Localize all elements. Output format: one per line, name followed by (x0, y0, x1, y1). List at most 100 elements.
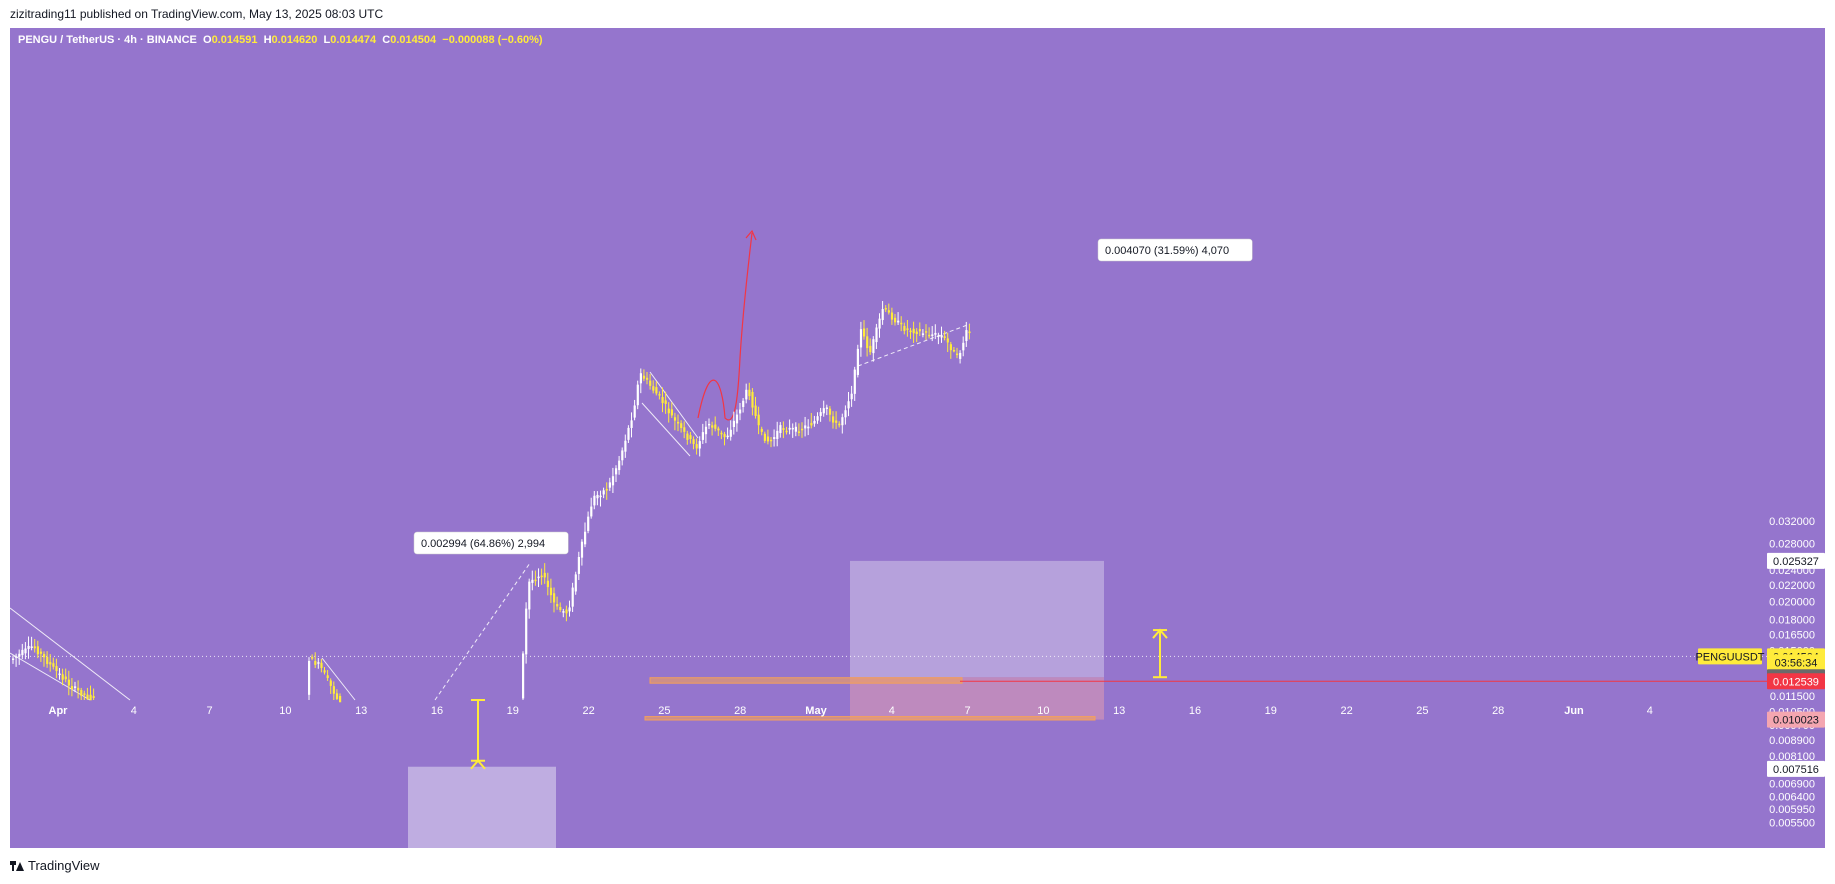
candle-down[interactable] (832, 416, 835, 423)
candle-up[interactable] (602, 490, 605, 495)
candle-down[interactable] (838, 423, 841, 426)
candle-down[interactable] (546, 580, 549, 588)
candle-up[interactable] (773, 437, 776, 439)
candle-up[interactable] (580, 541, 584, 558)
candle-down[interactable] (810, 422, 813, 426)
trend-line[interactable] (857, 323, 971, 367)
measure-box-1[interactable] (408, 766, 556, 848)
candle-up[interactable] (881, 309, 884, 321)
candle-down[interactable] (70, 686, 74, 690)
candle-up[interactable] (522, 653, 525, 699)
candle-up[interactable] (630, 420, 633, 428)
candle-up[interactable] (850, 393, 853, 400)
candle-down[interactable] (695, 444, 698, 449)
support-zone[interactable] (644, 716, 1096, 721)
candle-down[interactable] (968, 331, 971, 334)
candle-up[interactable] (813, 420, 816, 424)
candle-down[interactable] (956, 353, 959, 356)
candle-up[interactable] (739, 409, 742, 414)
candle-up[interactable] (701, 432, 704, 440)
candle-down[interactable] (670, 409, 673, 416)
candle-up[interactable] (841, 417, 844, 426)
tradingview-logo[interactable]: TradingView (10, 858, 100, 873)
candle-up[interactable] (627, 427, 630, 440)
candle-down[interactable] (92, 696, 95, 698)
candle-up[interactable] (937, 335, 940, 338)
candle-up[interactable] (15, 656, 18, 658)
candle-up[interactable] (621, 450, 624, 461)
candle-down[interactable] (828, 408, 832, 415)
candle-up[interactable] (528, 581, 531, 610)
candle-up[interactable] (847, 401, 850, 409)
candle-down[interactable] (320, 662, 323, 668)
candle-down[interactable] (642, 375, 646, 379)
candle-down[interactable] (314, 660, 317, 665)
candle-down[interactable] (556, 604, 559, 607)
candle-up[interactable] (562, 611, 565, 613)
candle-down[interactable] (680, 423, 683, 428)
candle-down[interactable] (36, 646, 39, 655)
candle-up[interactable] (531, 579, 534, 583)
candle-up[interactable] (593, 495, 596, 506)
candle-down[interactable] (77, 687, 80, 691)
candle-down[interactable] (52, 663, 55, 667)
candle-up[interactable] (804, 425, 807, 429)
candle-up[interactable] (615, 468, 618, 475)
candle-down[interactable] (661, 397, 664, 404)
candle-up[interactable] (732, 420, 735, 428)
candle-down[interactable] (33, 646, 36, 649)
trend-line[interactable] (641, 402, 691, 457)
candle-up[interactable] (74, 686, 77, 688)
candle-down[interactable] (64, 676, 67, 680)
candle-up[interactable] (940, 335, 943, 338)
candle-down[interactable] (658, 394, 661, 396)
candle-down[interactable] (763, 433, 766, 441)
candle-up[interactable] (921, 333, 925, 335)
candle-up[interactable] (776, 430, 779, 439)
projected-path[interactable] (697, 232, 753, 421)
candle-up[interactable] (807, 426, 810, 429)
candle-up[interactable] (571, 587, 574, 607)
candle-down[interactable] (915, 331, 918, 335)
candle-down[interactable] (801, 428, 804, 431)
candle-up[interactable] (599, 495, 602, 498)
candle-up[interactable] (18, 653, 21, 657)
candle-down[interactable] (565, 609, 568, 614)
candle-down[interactable] (946, 338, 949, 343)
candle-up[interactable] (704, 426, 708, 435)
candle-down[interactable] (39, 651, 43, 654)
candle-down[interactable] (549, 587, 553, 596)
candle-up[interactable] (574, 574, 577, 592)
target-zone[interactable] (850, 560, 1104, 678)
candle-down[interactable] (89, 694, 92, 701)
candle-up[interactable] (12, 658, 15, 660)
chart-area[interactable]: 0.002994 (64.86%) 2,994 0.004070 (31.59%)… (10, 28, 1825, 848)
candle-down[interactable] (55, 666, 58, 671)
candle-down[interactable] (61, 674, 64, 680)
candle-up[interactable] (816, 416, 819, 421)
candle-down[interactable] (692, 439, 695, 444)
candle-up[interactable] (872, 339, 875, 354)
candle-down[interactable] (835, 420, 838, 423)
candle-up[interactable] (633, 405, 636, 418)
candle-up[interactable] (745, 389, 748, 400)
candle-down[interactable] (720, 432, 723, 435)
candle-down[interactable] (770, 439, 773, 442)
candle-down[interactable] (323, 670, 326, 673)
candle-up[interactable] (878, 318, 881, 329)
candle-up[interactable] (618, 460, 621, 471)
candle-down[interactable] (652, 386, 655, 391)
candle-up[interactable] (825, 407, 828, 409)
candle-up[interactable] (859, 329, 863, 348)
candle-down[interactable] (912, 328, 915, 334)
candle-down[interactable] (559, 607, 562, 610)
candle-down[interactable] (335, 693, 339, 699)
candle-down[interactable] (311, 657, 314, 659)
candle-down[interactable] (900, 322, 903, 325)
candle-down[interactable] (903, 325, 906, 331)
candle-down[interactable] (887, 310, 890, 313)
candle-down[interactable] (673, 417, 677, 421)
candle-up[interactable] (819, 412, 822, 416)
trend-line[interactable] (434, 562, 531, 701)
candle-down[interactable] (918, 329, 921, 332)
